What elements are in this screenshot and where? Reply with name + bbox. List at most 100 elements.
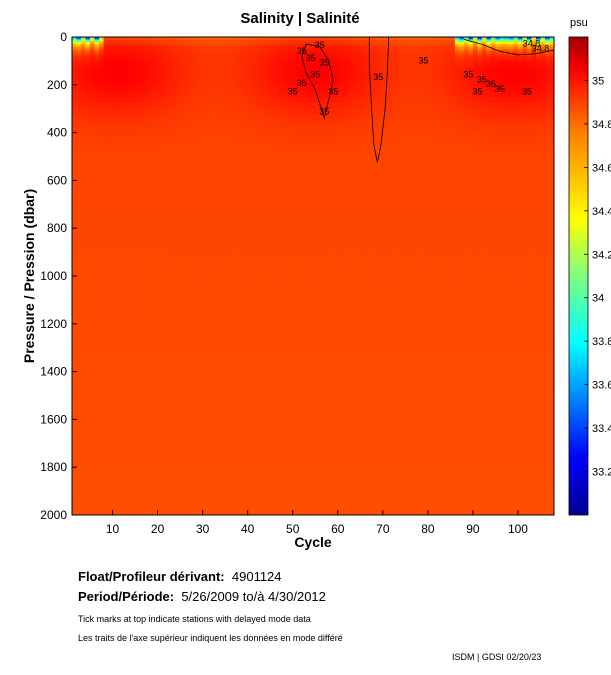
field-cell [108, 419, 113, 444]
field-cell [495, 228, 501, 253]
field-cell [526, 114, 532, 122]
field-cell [81, 144, 86, 151]
field-cell [486, 126, 492, 134]
field-cell [400, 90, 406, 98]
field-cell [319, 132, 325, 139]
field-cell [180, 419, 186, 444]
field-cell [342, 371, 348, 396]
field-cell [189, 48, 195, 52]
field-cell [256, 419, 262, 444]
field-cell [369, 144, 375, 151]
field-cell [454, 58, 460, 62]
field-cell [103, 419, 109, 444]
field-cell [454, 371, 460, 396]
field-cell [292, 72, 298, 80]
field-cell [346, 51, 352, 55]
field-cell [270, 120, 276, 128]
field-cell [162, 156, 167, 163]
field-cell [175, 276, 181, 301]
field-cell [432, 371, 438, 396]
field-cell [229, 39, 235, 43]
field-cell [324, 204, 330, 229]
field-cell [540, 395, 546, 420]
field-cell [130, 39, 136, 43]
field-cell [432, 46, 438, 50]
field-cell [337, 102, 343, 110]
field-cell [288, 299, 294, 325]
field-cell [373, 467, 379, 492]
field-cell [351, 371, 357, 396]
field-cell [355, 299, 361, 325]
field-cell [378, 323, 384, 349]
field-cell [351, 144, 357, 151]
field-cell [288, 84, 294, 92]
field-cell [274, 132, 280, 139]
field-cell [378, 443, 384, 468]
field-cell [315, 491, 321, 515]
field-cell [540, 443, 546, 468]
field-cell [103, 299, 109, 325]
field-cell [540, 138, 546, 145]
field-cell [414, 204, 420, 229]
field-cell [225, 108, 231, 116]
field-cell [184, 53, 190, 57]
field-cell [360, 39, 366, 43]
field-cell [270, 90, 276, 98]
field-cell [256, 37, 262, 40]
field-cell [400, 467, 406, 492]
field-cell [117, 150, 122, 157]
field-cell [333, 144, 339, 151]
field-cell [292, 467, 298, 492]
field-cell [112, 66, 118, 74]
field-cell [369, 48, 375, 52]
field-cell [508, 174, 514, 181]
field-cell [279, 132, 285, 139]
field-cell [121, 323, 127, 349]
field-cell [261, 120, 267, 128]
field-cell [301, 491, 307, 515]
field-cell [427, 96, 433, 104]
field-cell [94, 252, 100, 277]
field-cell [490, 39, 496, 43]
field-cell [450, 150, 456, 157]
field-cell [450, 48, 456, 52]
field-cell [414, 467, 420, 492]
field-cell [549, 491, 554, 515]
field-cell [333, 60, 339, 68]
field-cell [184, 228, 190, 253]
contour-label: 35 [306, 53, 316, 63]
field-cell [328, 174, 334, 181]
field-cell [207, 102, 213, 110]
field-cell [103, 144, 109, 151]
field-cell [126, 66, 131, 74]
field-cell [360, 96, 366, 104]
field-cell [202, 150, 208, 157]
field-cell [432, 53, 438, 57]
field-cell [126, 252, 131, 277]
field-cell [108, 41, 113, 45]
field-cell [477, 78, 483, 86]
field-cell [333, 132, 339, 139]
field-cell [117, 37, 122, 40]
field-cell [148, 108, 154, 116]
field-cell [342, 228, 348, 253]
field-cell [171, 126, 176, 134]
field-cell [378, 138, 384, 145]
field-cell [85, 48, 91, 52]
field-cell [108, 323, 113, 349]
field-cell [171, 323, 176, 349]
field-cell [342, 46, 348, 50]
field-cell [364, 53, 370, 57]
field-cell [414, 299, 420, 325]
field-cell [193, 46, 199, 50]
field-cell [310, 102, 316, 110]
field-cell [211, 162, 217, 169]
field-cell [400, 443, 406, 468]
field-cell [342, 48, 348, 52]
field-cell [288, 204, 294, 229]
field-cell [504, 72, 510, 80]
field-cell [405, 44, 411, 47]
field-cell [270, 168, 276, 175]
field-cell [459, 252, 465, 277]
field-cell [76, 371, 82, 396]
